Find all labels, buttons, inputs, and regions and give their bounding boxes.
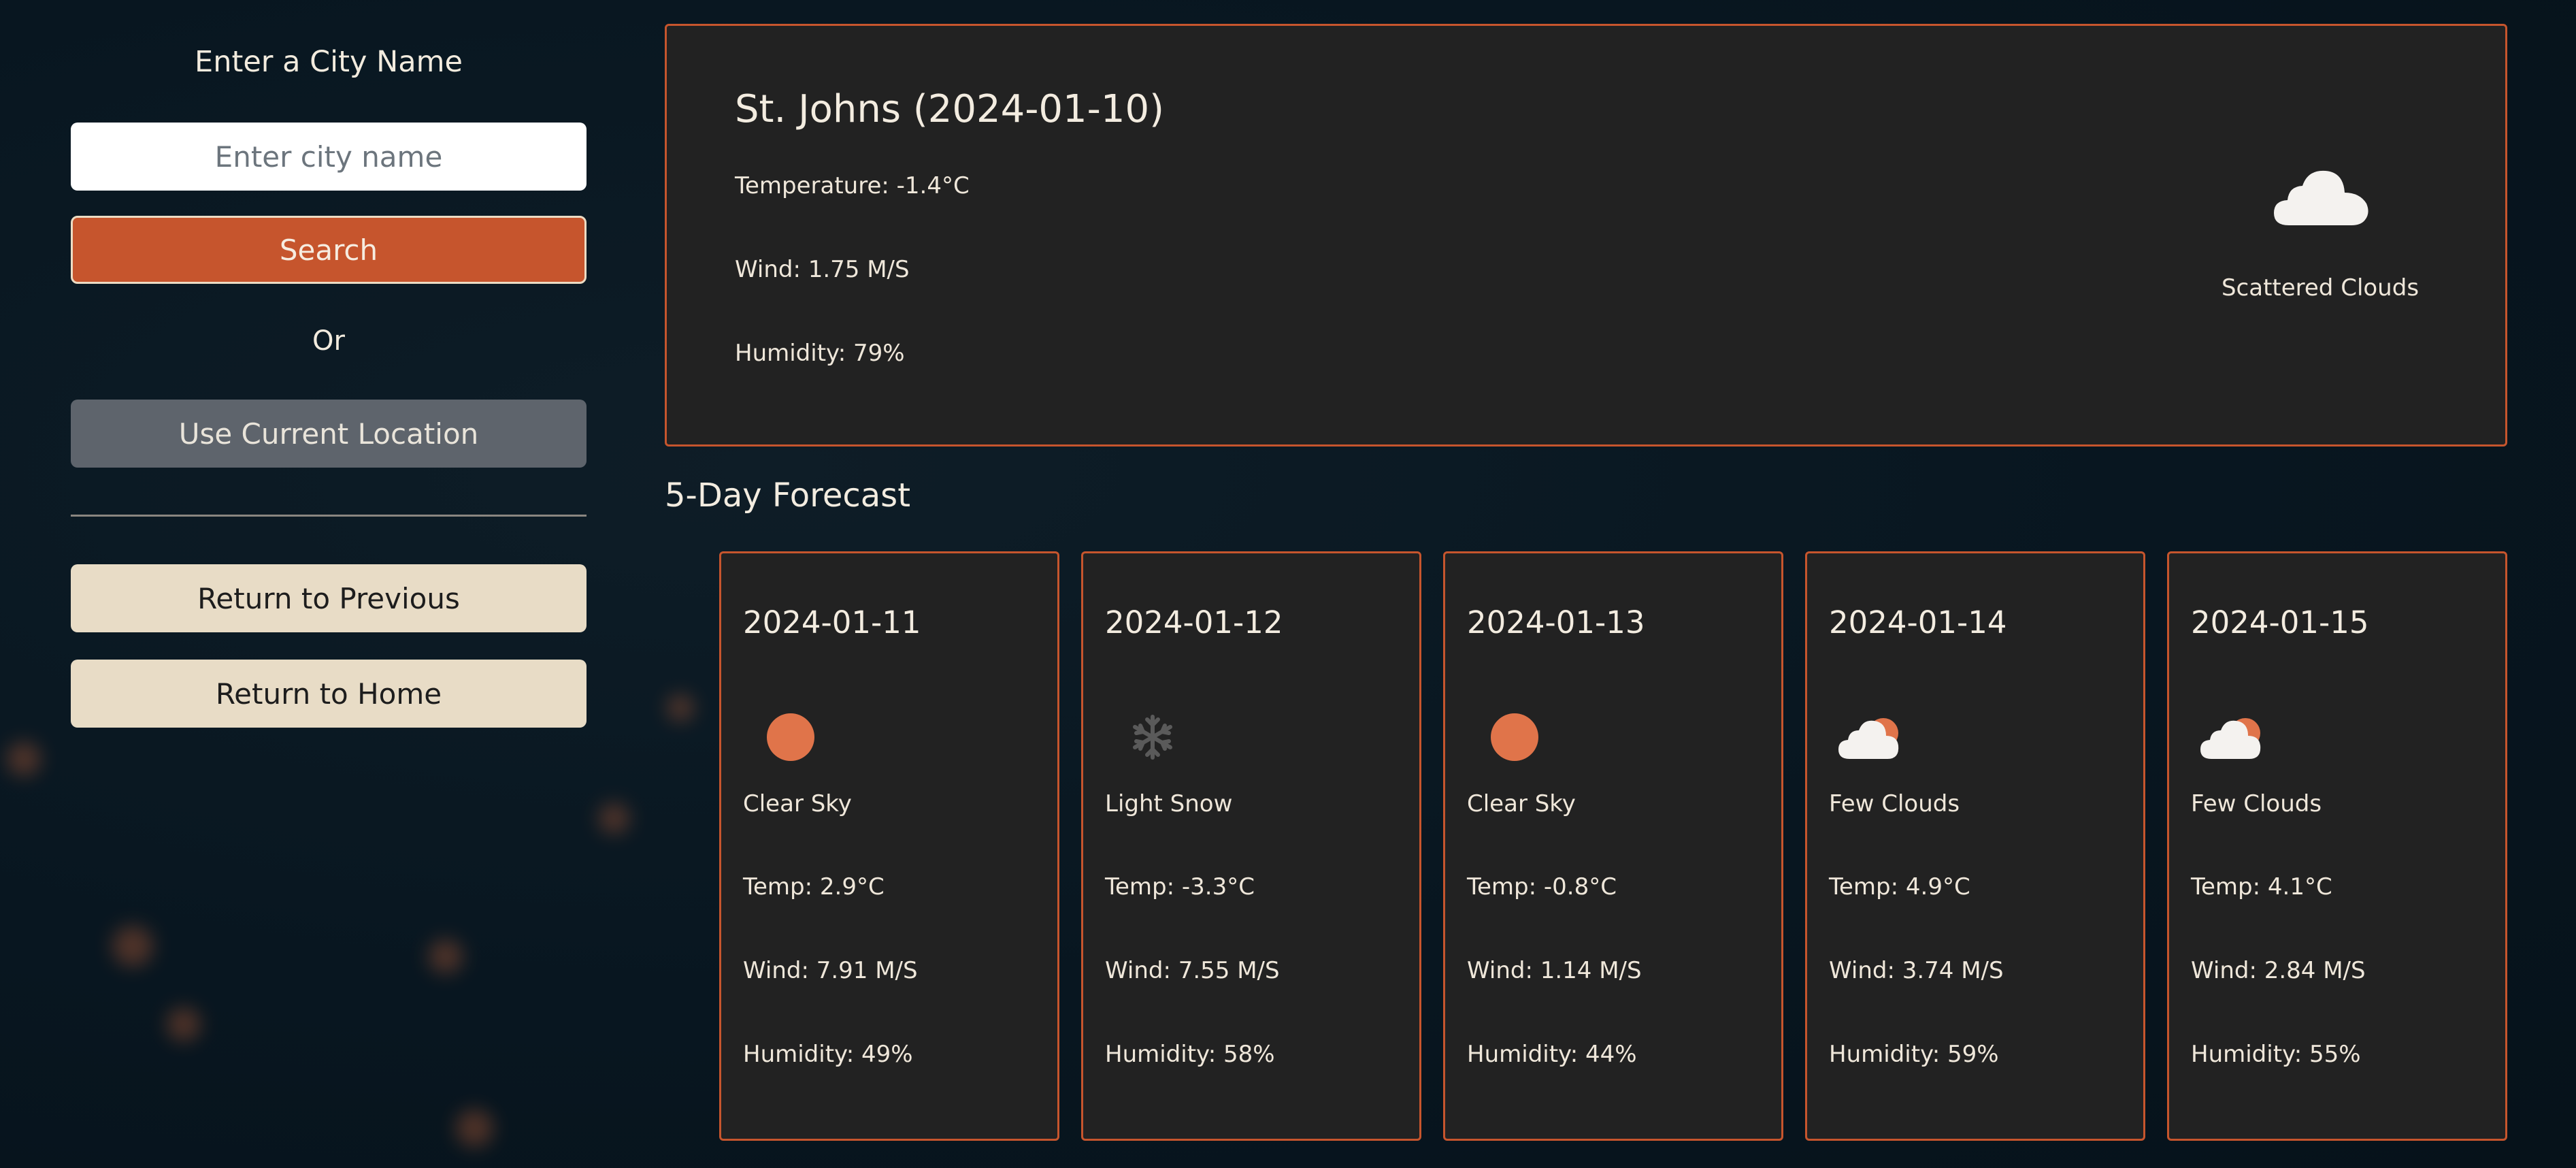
forecast-description: Clear Sky	[743, 790, 852, 817]
forecast-temp: Temp: -0.8°C	[1467, 873, 1617, 901]
sun-cloud-icon	[2200, 718, 2261, 759]
current-humidity: Humidity: 79%	[735, 340, 905, 367]
background-light	[667, 694, 694, 721]
forecast-card: 2024-01-14 Few Clouds Temp: 4.9°C Wind: …	[1805, 551, 2145, 1141]
cloud-icon	[2274, 170, 2368, 225]
forecast-date: 2024-01-15	[2191, 604, 2369, 640]
or-separator: Or	[312, 325, 345, 357]
sun-icon	[767, 713, 814, 761]
background-light	[599, 803, 629, 834]
forecast-description: Few Clouds	[2191, 790, 2322, 817]
forecast-description: Few Clouds	[1829, 790, 1960, 817]
forecast-date: 2024-01-12	[1105, 604, 1283, 640]
forecast-temp: Temp: 4.1°C	[2191, 873, 2332, 901]
background-light	[112, 926, 153, 967]
background-light	[456, 1109, 493, 1147]
forecast-temp: Temp: 2.9°C	[743, 873, 885, 901]
current-city-title: St. Johns (2024-01-10)	[735, 87, 1164, 131]
forecast-heading: 5-Day Forecast	[665, 476, 911, 515]
forecast-humidity: Humidity: 55%	[2191, 1041, 2361, 1068]
background-light	[167, 1007, 201, 1041]
forecast-wind: Wind: 7.55 M/S	[1105, 957, 1280, 984]
forecast-date: 2024-01-11	[743, 604, 921, 640]
current-temperature: Temperature: -1.4°C	[735, 172, 970, 199]
forecast-humidity: Humidity: 49%	[743, 1041, 913, 1068]
background-light	[7, 742, 41, 776]
current-description: Scattered Clouds	[2221, 274, 2420, 302]
search-button[interactable]: Search	[71, 216, 587, 284]
forecast-description: Clear Sky	[1467, 790, 1576, 817]
forecast-date: 2024-01-13	[1467, 604, 1645, 640]
forecast-card: 2024-01-12 Light Snow Temp: -3.3°C Wind:…	[1081, 551, 1421, 1141]
forecast-date: 2024-01-14	[1829, 604, 2007, 640]
city-search-input[interactable]	[71, 123, 587, 191]
forecast-card: 2024-01-11 Clear Sky Temp: 2.9°C Wind: 7…	[719, 551, 1059, 1141]
sun-cloud-icon	[1838, 718, 1899, 759]
city-heading: Enter a City Name	[195, 45, 463, 79]
forecast-humidity: Humidity: 44%	[1467, 1041, 1637, 1068]
current-weather-card: St. Johns (2024-01-10) Temperature: -1.4…	[665, 24, 2507, 447]
current-wind: Wind: 1.75 M/S	[735, 256, 910, 283]
forecast-humidity: Humidity: 59%	[1829, 1041, 1999, 1068]
forecast-temp: Temp: 4.9°C	[1829, 873, 1970, 901]
use-current-location-button[interactable]: Use Current Location	[71, 400, 587, 468]
forecast-temp: Temp: -3.3°C	[1105, 873, 1255, 901]
forecast-humidity: Humidity: 58%	[1105, 1041, 1275, 1068]
forecast-description: Light Snow	[1105, 790, 1233, 817]
snowflake-icon	[1133, 715, 1172, 760]
forecast-card: 2024-01-13 Clear Sky Temp: -0.8°C Wind: …	[1443, 551, 1783, 1141]
return-previous-button[interactable]: Return to Previous	[71, 564, 587, 632]
background-light	[429, 939, 463, 973]
forecast-wind: Wind: 1.14 M/S	[1467, 957, 1642, 984]
sun-icon	[1491, 713, 1538, 761]
divider	[71, 515, 587, 517]
forecast-wind: Wind: 7.91 M/S	[743, 957, 918, 984]
forecast-card: 2024-01-15 Few Clouds Temp: 4.1°C Wind: …	[2167, 551, 2507, 1141]
forecast-wind: Wind: 3.74 M/S	[1829, 957, 2004, 984]
forecast-wind: Wind: 2.84 M/S	[2191, 957, 2366, 984]
return-home-button[interactable]: Return to Home	[71, 660, 587, 728]
